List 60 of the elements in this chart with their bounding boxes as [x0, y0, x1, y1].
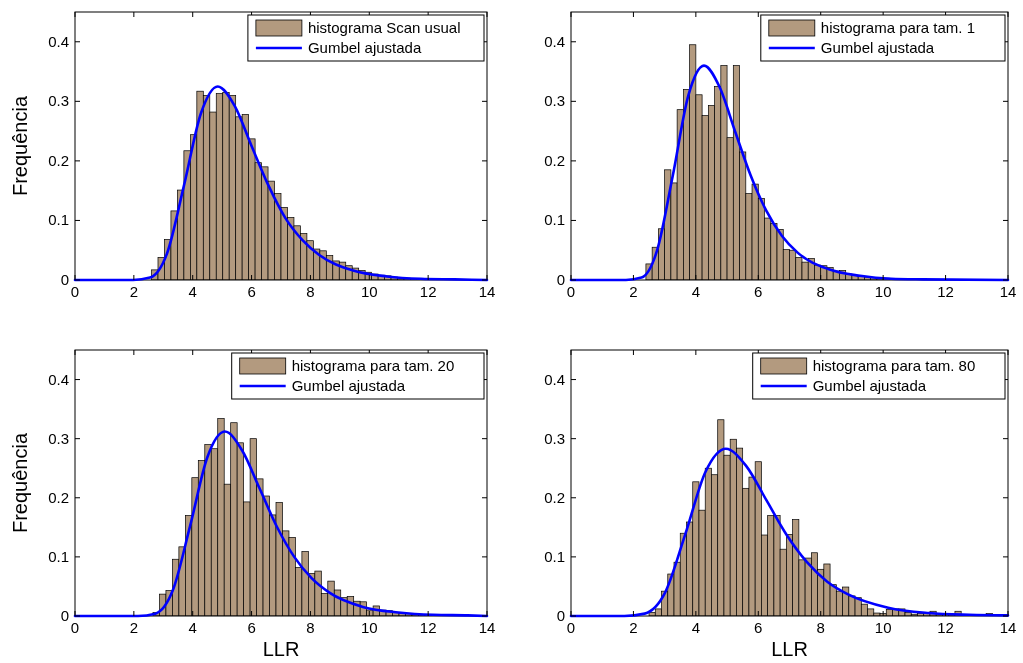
- x-tick-label: 2: [129, 283, 139, 300]
- y-tick-label: 0.1: [544, 547, 565, 565]
- x-tick-label: 12: [419, 283, 437, 300]
- y-tick-label: 0.1: [48, 547, 69, 565]
- x-tick-label: 8: [816, 283, 825, 300]
- y-axis-title: Frequência: [9, 432, 31, 534]
- x-tick-label: 6: [754, 619, 763, 636]
- legend-label: Gumbel ajustada: [820, 39, 935, 56]
- y-tick-label: 0.3: [48, 92, 69, 110]
- x-tick-label: 10: [360, 283, 378, 300]
- x-tick-label: 8: [816, 619, 825, 636]
- y-tick-label: 0: [60, 271, 69, 288]
- x-tick-label: 6: [247, 619, 256, 636]
- legend-label: histograma para tam. 80: [812, 357, 976, 374]
- y-tick-label: 0.4: [48, 370, 69, 388]
- x-tick-label: 2: [629, 283, 638, 300]
- x-tick-label: 8: [306, 619, 315, 636]
- x-axis-title: LLR: [771, 638, 808, 660]
- x-tick-label: 14: [478, 619, 496, 636]
- y-tick-label: 0.4: [544, 370, 565, 388]
- x-tick-label: 4: [188, 283, 197, 300]
- y-tick-label: 0.1: [544, 211, 565, 229]
- y-tick-label: 0.2: [544, 151, 565, 169]
- y-tick-label: 0: [556, 271, 565, 288]
- x-tick-label: 14: [999, 619, 1017, 636]
- y-tick-label: 0.2: [544, 488, 565, 506]
- x-tick-label: 4: [188, 619, 197, 636]
- x-tick-label: 6: [247, 283, 256, 300]
- x-tick-label: 12: [419, 619, 437, 636]
- x-tick-label: 6: [754, 283, 763, 300]
- x-axis-title: LLR: [262, 638, 300, 660]
- x-tick-label: 2: [129, 619, 139, 636]
- y-axis-title: Frequência: [9, 95, 31, 197]
- x-tick-label: 10: [874, 619, 892, 636]
- y-tick-label: 0.3: [544, 92, 565, 110]
- x-tick-label: 2: [629, 619, 638, 636]
- y-tick-label: 0.2: [48, 151, 69, 169]
- x-tick-label: 14: [478, 283, 496, 300]
- legend-label: Gumbel ajustada: [291, 377, 406, 394]
- x-tick-label: 4: [691, 619, 701, 636]
- legend-label: Gumbel ajustada: [812, 377, 927, 394]
- y-tick-label: 0.3: [48, 429, 69, 447]
- legend-label: histograma para tam. 20: [291, 357, 455, 374]
- y-tick-label: 0.4: [48, 32, 69, 50]
- y-tick-label: 0.2: [48, 488, 69, 506]
- legend-label: Gumbel ajustada: [307, 39, 422, 56]
- legend-label: histograma Scan usual: [307, 19, 461, 36]
- y-tick-label: 0.1: [48, 211, 69, 229]
- y-tick-label: 0: [556, 607, 565, 624]
- y-tick-label: 0.4: [544, 32, 565, 50]
- x-tick-label: 4: [691, 283, 701, 300]
- x-tick-label: 14: [999, 283, 1017, 300]
- x-tick-label: 12: [937, 283, 954, 300]
- x-tick-label: 10: [874, 283, 892, 300]
- y-tick-label: 0: [60, 607, 69, 624]
- x-tick-label: 12: [937, 619, 954, 636]
- y-tick-label: 0.3: [544, 429, 565, 447]
- x-tick-label: 10: [360, 619, 378, 636]
- x-tick-label: 8: [306, 283, 315, 300]
- legend-label: histograma para tam. 1: [820, 19, 976, 36]
